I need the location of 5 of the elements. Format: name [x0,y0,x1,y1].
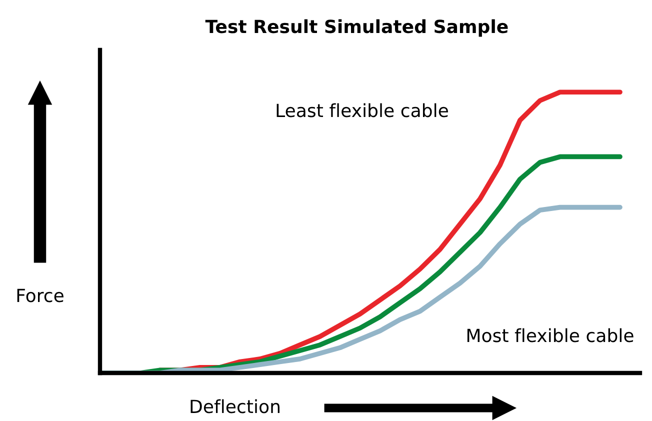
annotation: Least flexible cable [276,103,448,118]
x-axis-title: Deflection [190,399,280,414]
y-axis-title: Force [17,288,64,302]
chart-title: Test Result Simulated Sample [205,19,508,37]
annotation: Most flexible cable [467,328,634,342]
